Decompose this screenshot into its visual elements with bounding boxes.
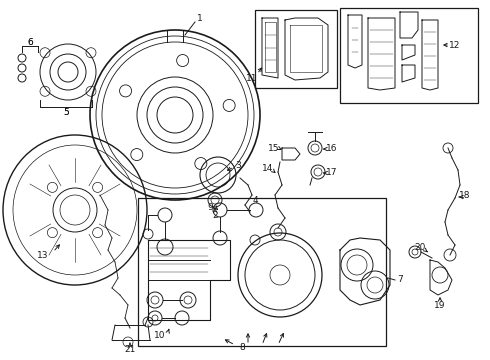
Text: 9: 9 [207,202,213,212]
Text: 5: 5 [63,108,69,117]
Text: 1: 1 [197,14,203,23]
Text: 6: 6 [27,37,33,46]
Text: 7: 7 [397,275,403,284]
Bar [138,198,386,346]
Text: 6: 6 [27,37,33,46]
Text: 14: 14 [262,163,274,172]
Text: 18: 18 [459,190,471,199]
Text: 21: 21 [124,346,136,355]
Text: 11: 11 [246,73,258,82]
Bar [340,8,478,103]
Bar [255,10,337,88]
Text: 3: 3 [235,161,241,170]
Text: 19: 19 [434,301,446,310]
Text: 15: 15 [268,144,280,153]
Text: 16: 16 [326,144,338,153]
Text: 4: 4 [252,195,258,204]
Text: 5: 5 [63,108,69,117]
Text: 8: 8 [239,343,245,352]
Text: 17: 17 [326,167,338,176]
Text: 12: 12 [449,41,461,50]
Text: 10: 10 [154,330,166,339]
Text: 13: 13 [37,251,49,260]
Text: 2: 2 [212,211,218,220]
Text: 20: 20 [415,243,426,252]
